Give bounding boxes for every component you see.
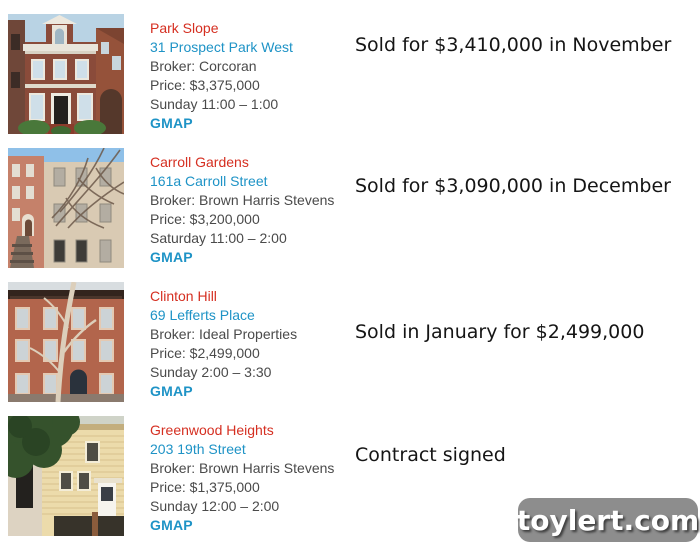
price-text: Price: $1,375,000 (150, 479, 260, 495)
gmap-link[interactable]: GMAP (150, 517, 193, 533)
neighborhood-link[interactable]: Greenwood Heights (150, 422, 274, 438)
address-link[interactable]: 31 Prospect Park West (150, 39, 293, 55)
neighborhood-link[interactable]: Park Slope (150, 20, 219, 36)
broker-text: Broker: Brown Harris Stevens (150, 460, 335, 476)
listing-photo[interactable] (8, 148, 124, 268)
listing-photo[interactable] (8, 282, 124, 402)
listing-row: Greenwood Heights 203 19th Street Broker… (8, 416, 698, 550)
listing-photo[interactable] (8, 14, 124, 134)
open-house-text: Saturday 11:00 – 2:00 (150, 230, 287, 246)
park-slope-townhouse-photo-illustration (8, 14, 124, 134)
sale-status-text: Sold for $3,410,000 in November (355, 34, 672, 56)
price-text: Price: $2,499,000 (150, 345, 260, 361)
broker-text: Broker: Brown Harris Stevens (150, 192, 335, 208)
address-link[interactable]: 203 19th Street (150, 441, 246, 457)
listing-row: Clinton Hill 69 Lefferts Place Broker: I… (8, 282, 698, 416)
neighborhood-link[interactable]: Carroll Gardens (150, 154, 249, 170)
listing-photo[interactable] (8, 416, 124, 536)
greenwood-heights-rowhouse-photo-illustration (8, 416, 124, 536)
gmap-link[interactable]: GMAP (150, 249, 193, 265)
address-link[interactable]: 161a Carroll Street (150, 173, 268, 189)
clinton-hill-brownstone-photo-illustration (8, 282, 124, 402)
sale-status-text: Contract signed (355, 444, 506, 466)
price-text: Price: $3,375,000 (150, 77, 260, 93)
sale-status-text: Sold for $3,090,000 in December (355, 175, 671, 197)
address-link[interactable]: 69 Lefferts Place (150, 307, 255, 323)
neighborhood-link[interactable]: Clinton Hill (150, 288, 217, 304)
open-house-text: Sunday 2:00 – 3:30 (150, 364, 272, 380)
sale-status-text: Sold in January for $2,499,000 (355, 321, 645, 343)
listing-row: Carroll Gardens 161a Carroll Street Brok… (8, 148, 698, 282)
gmap-link[interactable]: GMAP (150, 115, 193, 131)
open-house-text: Sunday 11:00 – 1:00 (150, 96, 279, 112)
open-house-text: Sunday 12:00 – 2:00 (150, 498, 280, 514)
broker-text: Broker: Corcoran (150, 58, 257, 74)
broker-text: Broker: Ideal Properties (150, 326, 298, 342)
price-text: Price: $3,200,000 (150, 211, 260, 227)
watermark-badge: toylert.com (517, 498, 699, 542)
carroll-gardens-brownstone-photo-illustration (8, 148, 124, 268)
listing-row: Park Slope 31 Prospect Park West Broker:… (8, 14, 698, 148)
gmap-link[interactable]: GMAP (150, 383, 193, 399)
